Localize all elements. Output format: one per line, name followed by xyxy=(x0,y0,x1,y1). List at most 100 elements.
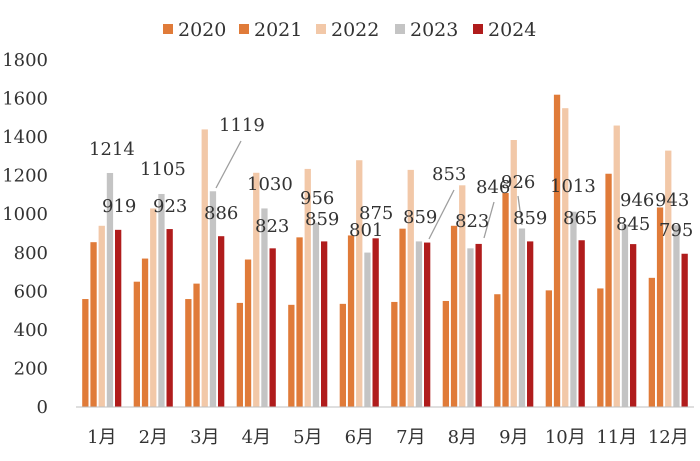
x-tick-label: 4月 xyxy=(242,427,271,448)
x-tick-label: 10月 xyxy=(545,427,586,448)
x-tick-label: 9月 xyxy=(499,427,528,448)
leader-line xyxy=(215,140,242,189)
x-tick-label: 1月 xyxy=(87,427,116,448)
bar-2020-6 xyxy=(339,303,346,407)
bar-2020-3 xyxy=(185,299,192,407)
y-tick-label: 800 xyxy=(14,243,48,264)
bar-2024-9 xyxy=(527,241,534,407)
bar-2024-2 xyxy=(166,229,173,407)
data-label-2024-6: 875 xyxy=(359,203,393,224)
bar-2021-6 xyxy=(347,235,355,407)
bar-2023-2 xyxy=(158,193,165,407)
data-label-2024-3: 886 xyxy=(204,203,238,224)
bar-2024-1 xyxy=(115,229,122,407)
y-tick-label: 1000 xyxy=(2,204,48,225)
data-label-2024-1: 919 xyxy=(102,196,136,217)
data-label-2024-12: 795 xyxy=(659,220,693,241)
bar-2020-2 xyxy=(133,281,140,407)
data-label-2024-4: 823 xyxy=(255,216,289,237)
bar-2022-3 xyxy=(201,129,208,407)
bar-2023-7 xyxy=(415,241,423,407)
x-tick-label: 11月 xyxy=(596,427,637,448)
y-tick-label: 400 xyxy=(14,320,48,341)
y-tick-label: 1600 xyxy=(2,89,48,110)
leader-line xyxy=(483,201,495,239)
y-tick-label: 1800 xyxy=(2,50,48,71)
bar-2022-11 xyxy=(613,125,620,407)
x-tick-label: 2月 xyxy=(139,427,168,448)
bar-2022-6 xyxy=(356,160,363,407)
bar-2020-1 xyxy=(82,299,89,407)
bar-2024-6 xyxy=(372,238,379,407)
bar-2021-8 xyxy=(450,225,458,407)
data-label-2023-10: 1013 xyxy=(550,176,596,197)
x-tick-label: 5月 xyxy=(293,427,322,448)
data-labels: 1214919110592311198861030823956859801875… xyxy=(89,115,693,241)
bar-2022-12 xyxy=(665,150,672,408)
bar-2020-4 xyxy=(236,302,243,407)
bar-2020-9 xyxy=(494,294,501,407)
data-label-2024-5: 859 xyxy=(305,209,339,230)
data-label-2024-10: 865 xyxy=(563,208,597,229)
bar-2024-11 xyxy=(630,244,637,407)
x-tick-label: 7月 xyxy=(396,427,425,448)
legend: 2020 2021 2022 2023 2024 xyxy=(163,19,536,41)
y-axis: 0 200 400 600 800 1000 1200 1400 1600 1800 xyxy=(2,50,48,418)
bar-2024-5 xyxy=(321,241,328,407)
bar-2024-3 xyxy=(218,236,225,407)
y-tick-label: 1200 xyxy=(2,166,48,187)
bar-2020-7 xyxy=(391,301,398,407)
bar-2022-9 xyxy=(510,140,517,407)
legend-label-2023: 2023 xyxy=(410,19,458,41)
bar-2021-3 xyxy=(193,283,200,407)
bar-2024-4 xyxy=(269,248,276,407)
x-tick-label: 3月 xyxy=(190,427,219,448)
bar-2020-10 xyxy=(545,290,552,407)
bar-2023-11 xyxy=(621,224,629,407)
leader-line xyxy=(517,195,523,226)
bar-2022-7 xyxy=(407,169,414,407)
data-label-2023-1: 1214 xyxy=(89,139,135,160)
data-label-2023-8: 823 xyxy=(455,211,489,232)
data-label-2023-4: 1030 xyxy=(247,174,293,195)
bar-2020-8 xyxy=(442,300,449,407)
bar-2023-10 xyxy=(570,211,577,407)
bar-2023-12 xyxy=(673,225,680,407)
bar-2022-5 xyxy=(304,168,311,407)
legend-swatch-2020 xyxy=(163,24,173,34)
data-label-2024-7: 853 xyxy=(432,164,466,185)
data-label-2023-3: 1119 xyxy=(219,115,265,136)
bar-2021-11 xyxy=(605,173,612,407)
x-tick-label: 8月 xyxy=(448,427,477,448)
bar-2022-2 xyxy=(150,208,157,407)
legend-swatch-2021 xyxy=(239,24,249,34)
bar-2021-12 xyxy=(656,207,664,407)
data-label-2023-6: 801 xyxy=(349,220,383,241)
data-label-2024-11: 845 xyxy=(616,214,650,235)
bar-2024-7 xyxy=(424,242,431,407)
bar-2022-1 xyxy=(98,225,105,407)
data-label-2023-9: 926 xyxy=(501,172,535,193)
bar-2021-10 xyxy=(553,94,561,407)
data-label-2024-8: 846 xyxy=(476,177,510,198)
data-label-2023-12: 943 xyxy=(655,190,689,211)
legend-swatch-2024 xyxy=(473,24,483,34)
bar-2022-4 xyxy=(253,172,260,407)
bar-2020-12 xyxy=(648,277,655,407)
bar-2023-4 xyxy=(261,208,268,407)
x-tick-label: 6月 xyxy=(345,427,374,448)
bar-2023-8 xyxy=(467,248,474,407)
bar-2022-8 xyxy=(459,185,466,407)
legend-swatch-2023 xyxy=(395,24,405,34)
bar-2024-10 xyxy=(578,240,585,407)
legend-label-2022: 2022 xyxy=(331,19,379,41)
bar-2023-3 xyxy=(209,191,217,407)
legend-swatch-2022 xyxy=(316,24,326,34)
bar-2021-5 xyxy=(296,237,303,407)
bar-2021-2 xyxy=(141,258,149,407)
legend-label-2024: 2024 xyxy=(488,19,536,41)
bars xyxy=(82,94,688,408)
bar-2022-10 xyxy=(562,108,569,407)
bar-2021-1 xyxy=(90,242,97,407)
